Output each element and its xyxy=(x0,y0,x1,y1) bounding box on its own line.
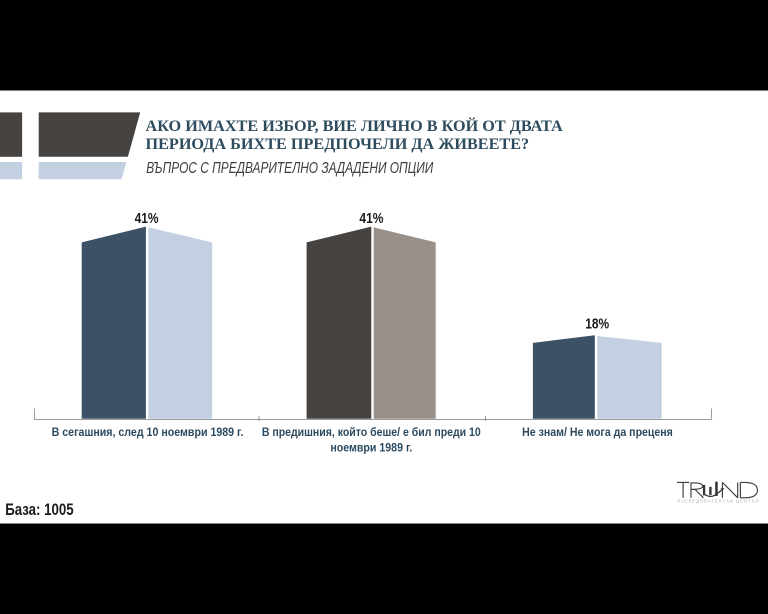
svg-text:ИЗСЛЕДОВАТЕЛСКИ ЦЕНТЪР: ИЗСЛЕДОВАТЕЛСКИ ЦЕНТЪР xyxy=(677,498,759,503)
svg-text:18%: 18% xyxy=(585,315,609,331)
svg-text:Не знам/ Не мога да преценя: Не знам/ Не мога да преценя xyxy=(522,427,673,440)
svg-text:АКО ИМАХТЕ ИЗБОР, ВИЕ ЛИЧНО В: АКО ИМАХТЕ ИЗБОР, ВИЕ ЛИЧНО В КОЙ ОТ ДВА… xyxy=(146,116,564,135)
svg-text:База: 1005: База: 1005 xyxy=(5,501,74,520)
svg-text:41%: 41% xyxy=(359,210,383,226)
svg-text:В предишния, който беше/ е бил: В предишния, който беше/ е бил преди 10 xyxy=(262,427,481,440)
svg-text:ПЕРИОДА БИХТЕ ПРЕДПОЧЕЛИ ДА ЖИ: ПЕРИОДА БИХТЕ ПРЕДПОЧЕЛИ ДА ЖИВЕЕТЕ? xyxy=(146,136,530,153)
svg-text:ноември 1989 г.: ноември 1989 г. xyxy=(330,442,412,455)
svg-text:В сегашния, след 10 ноември 19: В сегашния, след 10 ноември 1989 г. xyxy=(52,427,244,440)
svg-text:ВЪПРОС С ПРЕДВАРИТЕЛНО ЗАДАДЕН: ВЪПРОС С ПРЕДВАРИТЕЛНО ЗАДАДЕНИ ОПЦИИ xyxy=(146,158,433,176)
svg-text:41%: 41% xyxy=(135,210,159,226)
